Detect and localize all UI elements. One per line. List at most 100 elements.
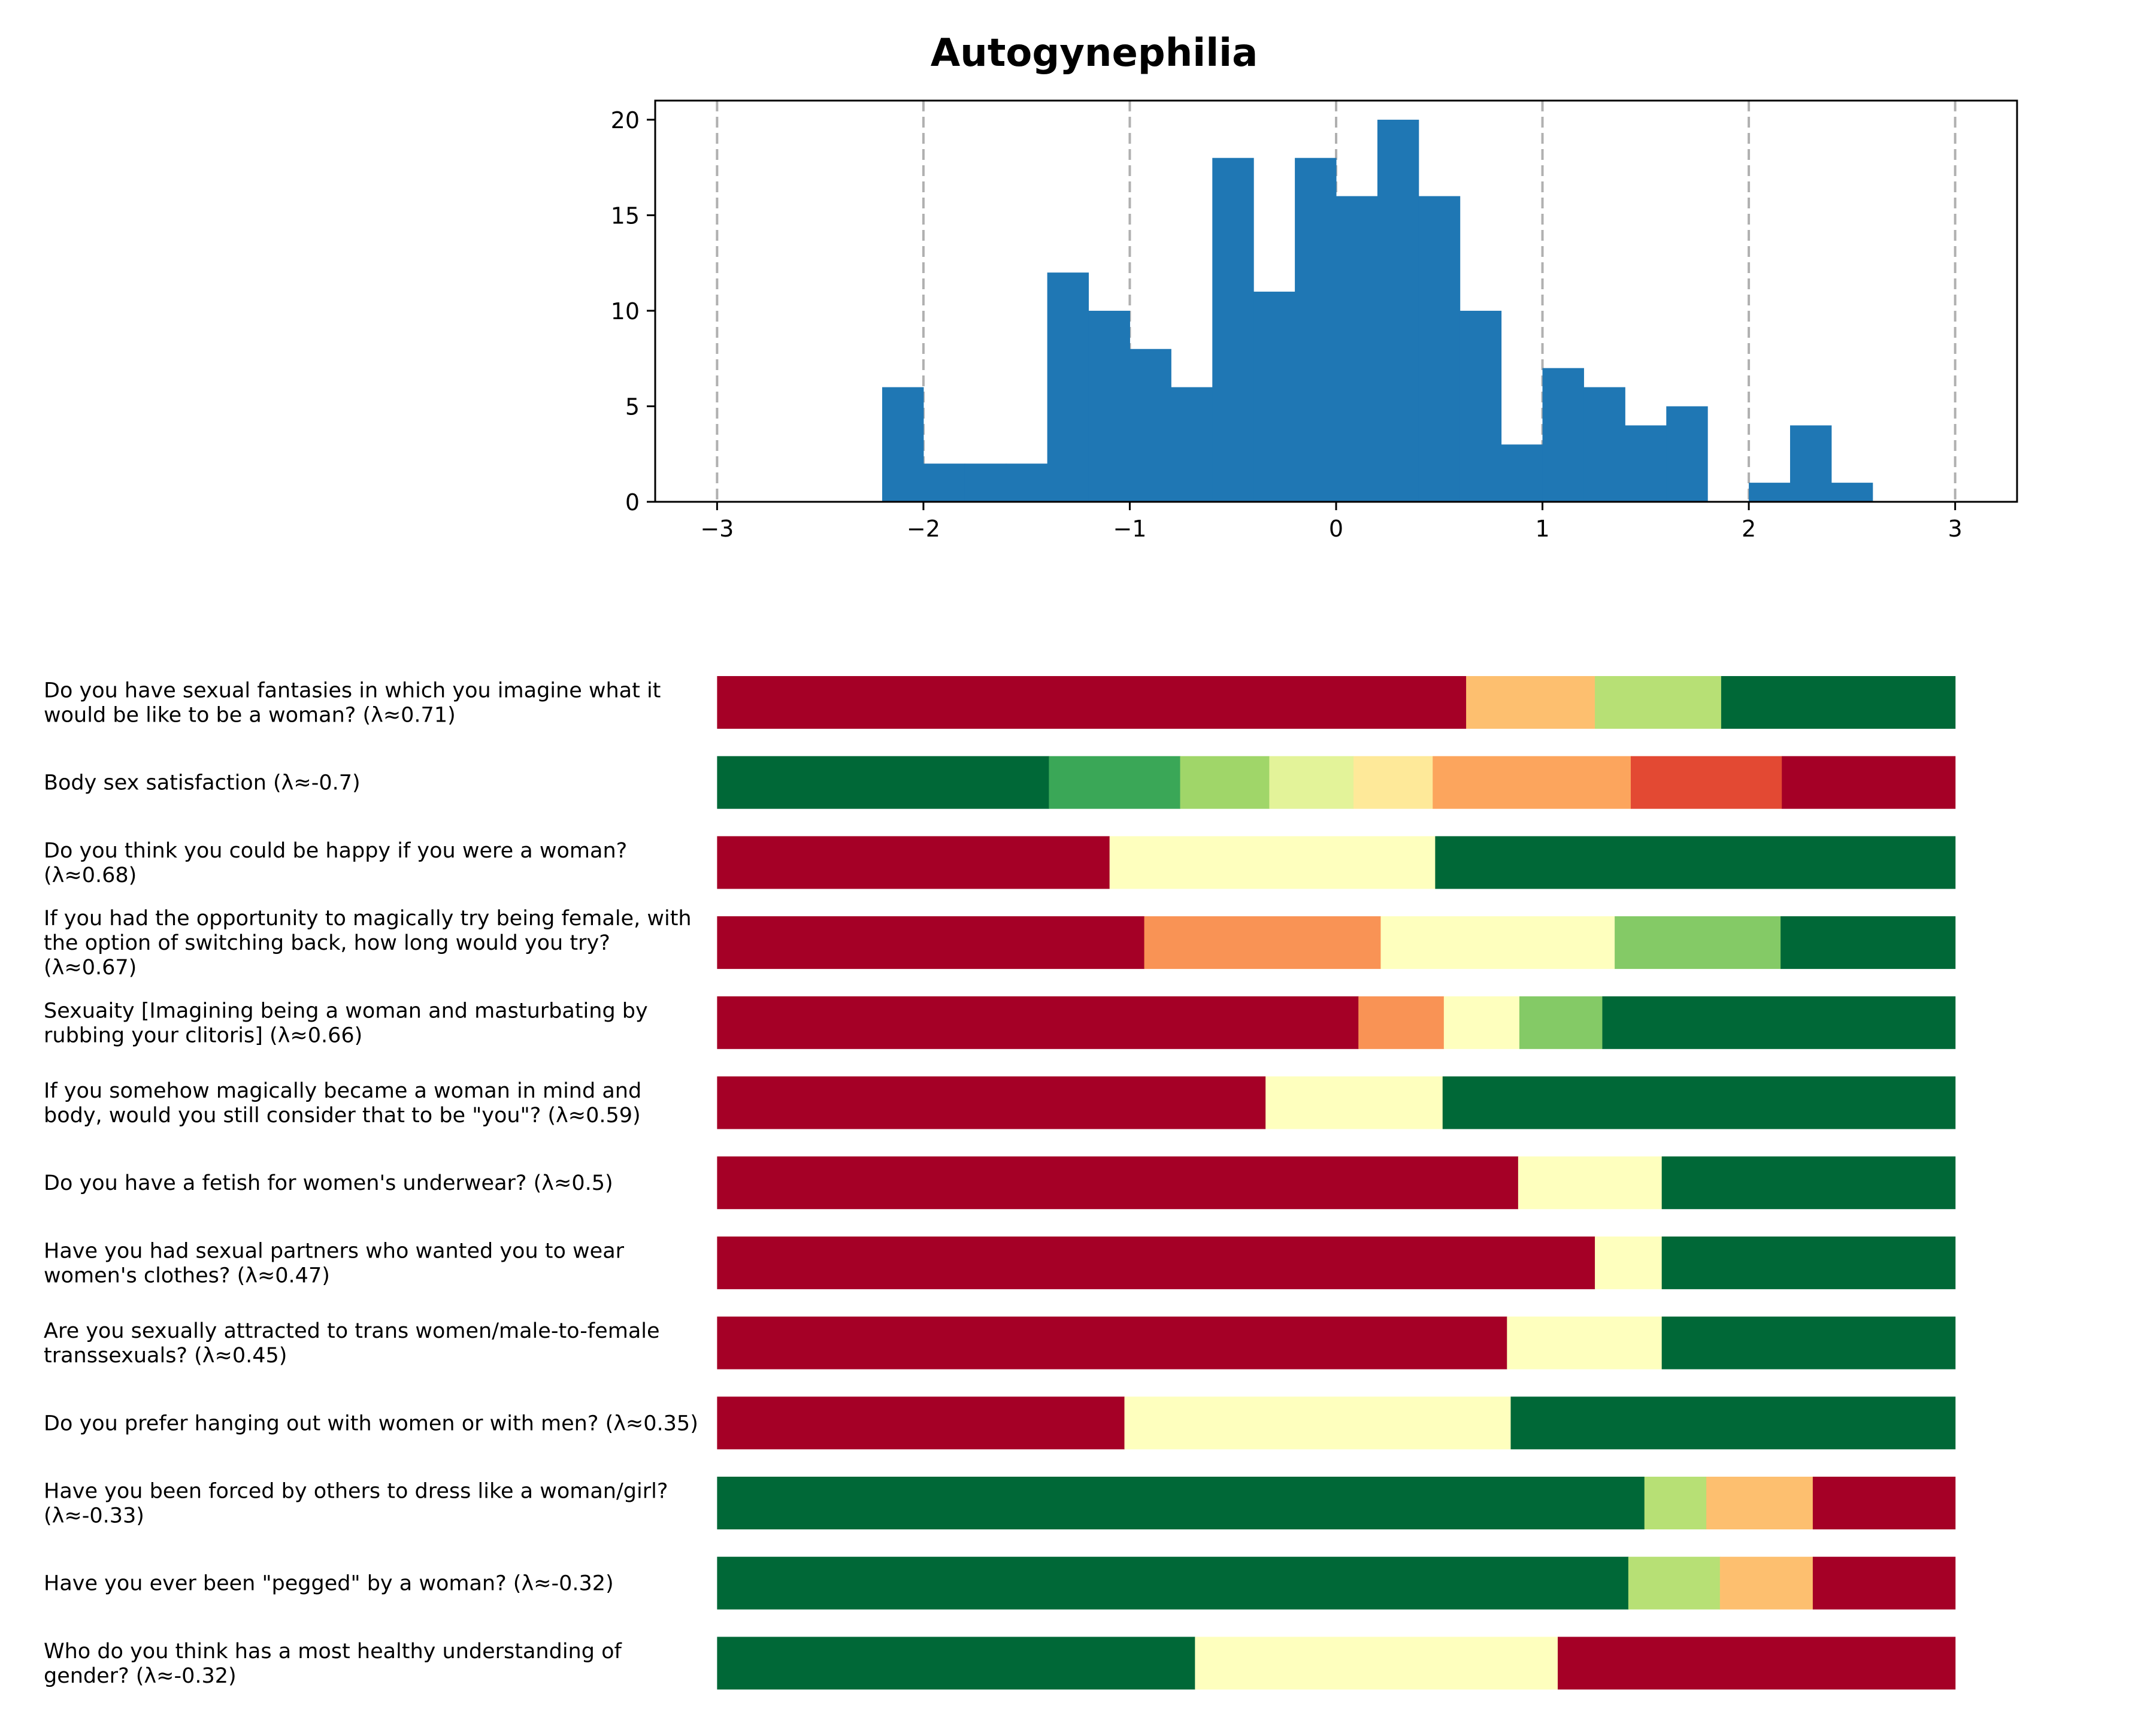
- stacked-bar-segment: [1661, 1156, 1956, 1210]
- stacked-bar-segment: [717, 756, 1049, 809]
- stacked-bar-row: Have you been forced by others to dress …: [44, 1477, 1956, 1529]
- stacked-bar-segment: [717, 916, 1145, 969]
- stacked-bar-segment: [1595, 676, 1722, 729]
- histogram-bar: [1501, 444, 1543, 502]
- row-label: Do you have a fetish for women's underwe…: [44, 1171, 613, 1195]
- stacked-bar-segment: [1435, 836, 1956, 889]
- stacked-bar-segment: [1595, 1236, 1663, 1289]
- row-label: Do you have sexual fantasies in which yo…: [44, 679, 661, 728]
- stacked-bar-segment: [1518, 1156, 1663, 1210]
- histogram-bar: [1295, 157, 1337, 502]
- stacked-bar-segment: [717, 996, 1359, 1049]
- stacked-bar-segment: [1661, 1316, 1956, 1370]
- y-tick-label: 0: [625, 489, 640, 516]
- stacked-bar-segment: [1519, 996, 1603, 1049]
- row-label: Have you had sexual partners who wanted …: [44, 1239, 625, 1287]
- histogram-bars: [882, 119, 1873, 502]
- histogram-bar: [1583, 387, 1625, 502]
- y-tick-label: 5: [625, 393, 640, 420]
- y-tick-label: 10: [611, 298, 640, 325]
- y-tick-label: 20: [611, 107, 640, 134]
- row-label: Have you ever been "pegged" by a woman? …: [44, 1572, 614, 1596]
- stacked-bar-segment: [1812, 1477, 1956, 1529]
- stacked-bar-segment: [1433, 756, 1631, 809]
- x-tick-label: 1: [1535, 516, 1549, 542]
- x-tick-label: 2: [1742, 516, 1756, 542]
- x-tick-label: 3: [1948, 516, 1963, 542]
- stacked-bar-segment: [717, 1316, 1507, 1370]
- stacked-bar-row: Do you think you could be happy if you w…: [44, 836, 1956, 889]
- histogram-bar: [1749, 483, 1791, 502]
- stacked-bar-segment: [1109, 836, 1436, 889]
- stacked-bar-row: Have you ever been "pegged" by a woman? …: [44, 1556, 1956, 1610]
- stacked-bar-segment: [717, 676, 1467, 729]
- stacked-bar-segment: [1466, 676, 1595, 729]
- stacked-bar-segment: [1719, 1556, 1813, 1610]
- stacked-bar-row: Do you have sexual fantasies in which yo…: [44, 676, 1956, 729]
- stacked-bar-segment: [1180, 756, 1270, 809]
- histogram-y-axis: 0 5 10 15 20: [611, 107, 655, 516]
- stacked-bar-row: Do you have a fetish for women's underwe…: [44, 1156, 1956, 1210]
- histogram-bar: [1336, 196, 1378, 502]
- histogram-bar: [1542, 368, 1584, 502]
- row-label: If you somehow magically became a woman …: [44, 1079, 641, 1128]
- histogram-bar: [1212, 157, 1254, 502]
- stacked-bar-segment: [1442, 1076, 1956, 1129]
- row-label: Do you prefer hanging out with women or …: [44, 1411, 698, 1435]
- x-tick-label: −2: [907, 516, 940, 542]
- histogram-bar: [1006, 463, 1048, 502]
- stacked-bar-segment: [1615, 916, 1781, 969]
- row-label: Do you think you could be happy if you w…: [44, 839, 627, 887]
- stacked-bar-segment: [1510, 1396, 1956, 1450]
- histogram-bar: [1088, 310, 1130, 502]
- stacked-bar-row: Sexuaity [Imagining being a woman and ma…: [44, 996, 1956, 1049]
- stacked-bar-segment: [1353, 756, 1433, 809]
- stacked-bar-row: Body sex satisfaction (λ≈-0.7): [44, 756, 1956, 809]
- stacked-bar-segment: [717, 1556, 1629, 1610]
- stacked-bar-segment: [1644, 1477, 1707, 1529]
- stacked-bar-segment: [1661, 1236, 1956, 1289]
- row-label: Are you sexually attracted to trans wome…: [44, 1319, 660, 1368]
- stacked-bar-segment: [1124, 1396, 1512, 1450]
- histogram-bar: [1418, 196, 1461, 502]
- y-tick-label: 15: [611, 202, 640, 229]
- stacked-bar-segment: [717, 1076, 1266, 1129]
- stacked-bar-segment: [717, 1156, 1519, 1210]
- histogram-x-axis: −3 −2 −1 0 1 2 3: [700, 502, 1963, 542]
- stacked-bar-row: Do you prefer hanging out with women or …: [44, 1396, 1956, 1450]
- stacked-bar-row: If you somehow magically became a woman …: [44, 1076, 1956, 1129]
- histogram-bar: [882, 387, 924, 502]
- stacked-bar-segment: [1144, 916, 1382, 969]
- histogram-bar: [1377, 119, 1419, 502]
- stacked-bar-segment: [1721, 676, 1956, 729]
- row-label: Who do you think has a most healthy unde…: [44, 1640, 622, 1688]
- stacked-bar-segment: [1780, 916, 1956, 969]
- stacked-bar-row: Who do you think has a most healthy unde…: [44, 1637, 1956, 1690]
- row-label: Sexuaity [Imagining being a woman and ma…: [44, 999, 648, 1047]
- histogram-bar: [1666, 406, 1708, 502]
- stacked-bar-segment: [1265, 1076, 1443, 1129]
- histogram-bar: [1253, 292, 1295, 502]
- stacked-bar-segment: [1269, 756, 1354, 809]
- histogram-bar: [1625, 425, 1667, 502]
- stacked-bar-segment: [717, 1637, 1195, 1690]
- stacked-bar-segment: [717, 836, 1110, 889]
- histogram-bar: [1047, 272, 1089, 502]
- stacked-bar-segment: [717, 1396, 1125, 1450]
- stacked-bar-segment: [717, 1236, 1595, 1289]
- stacked-bar-row: If you had the opportunity to magically …: [44, 907, 1956, 980]
- histogram-bar: [1459, 310, 1502, 502]
- stacked-bar-segment: [1812, 1556, 1956, 1610]
- histogram-bar: [923, 463, 965, 502]
- stacked-bar-segment: [1380, 916, 1615, 969]
- histogram-bar: [964, 463, 1007, 502]
- histogram-bar: [1790, 425, 1832, 502]
- stacked-bar-segment: [1195, 1637, 1558, 1690]
- stacked-bar-segment: [1782, 756, 1956, 809]
- stacked-bar-segment: [1358, 996, 1445, 1049]
- histogram-bar: [1171, 387, 1213, 502]
- stacked-bar-segment: [1507, 1316, 1663, 1370]
- stacked-bar-segment: [1558, 1637, 1956, 1690]
- x-tick-label: 0: [1329, 516, 1343, 542]
